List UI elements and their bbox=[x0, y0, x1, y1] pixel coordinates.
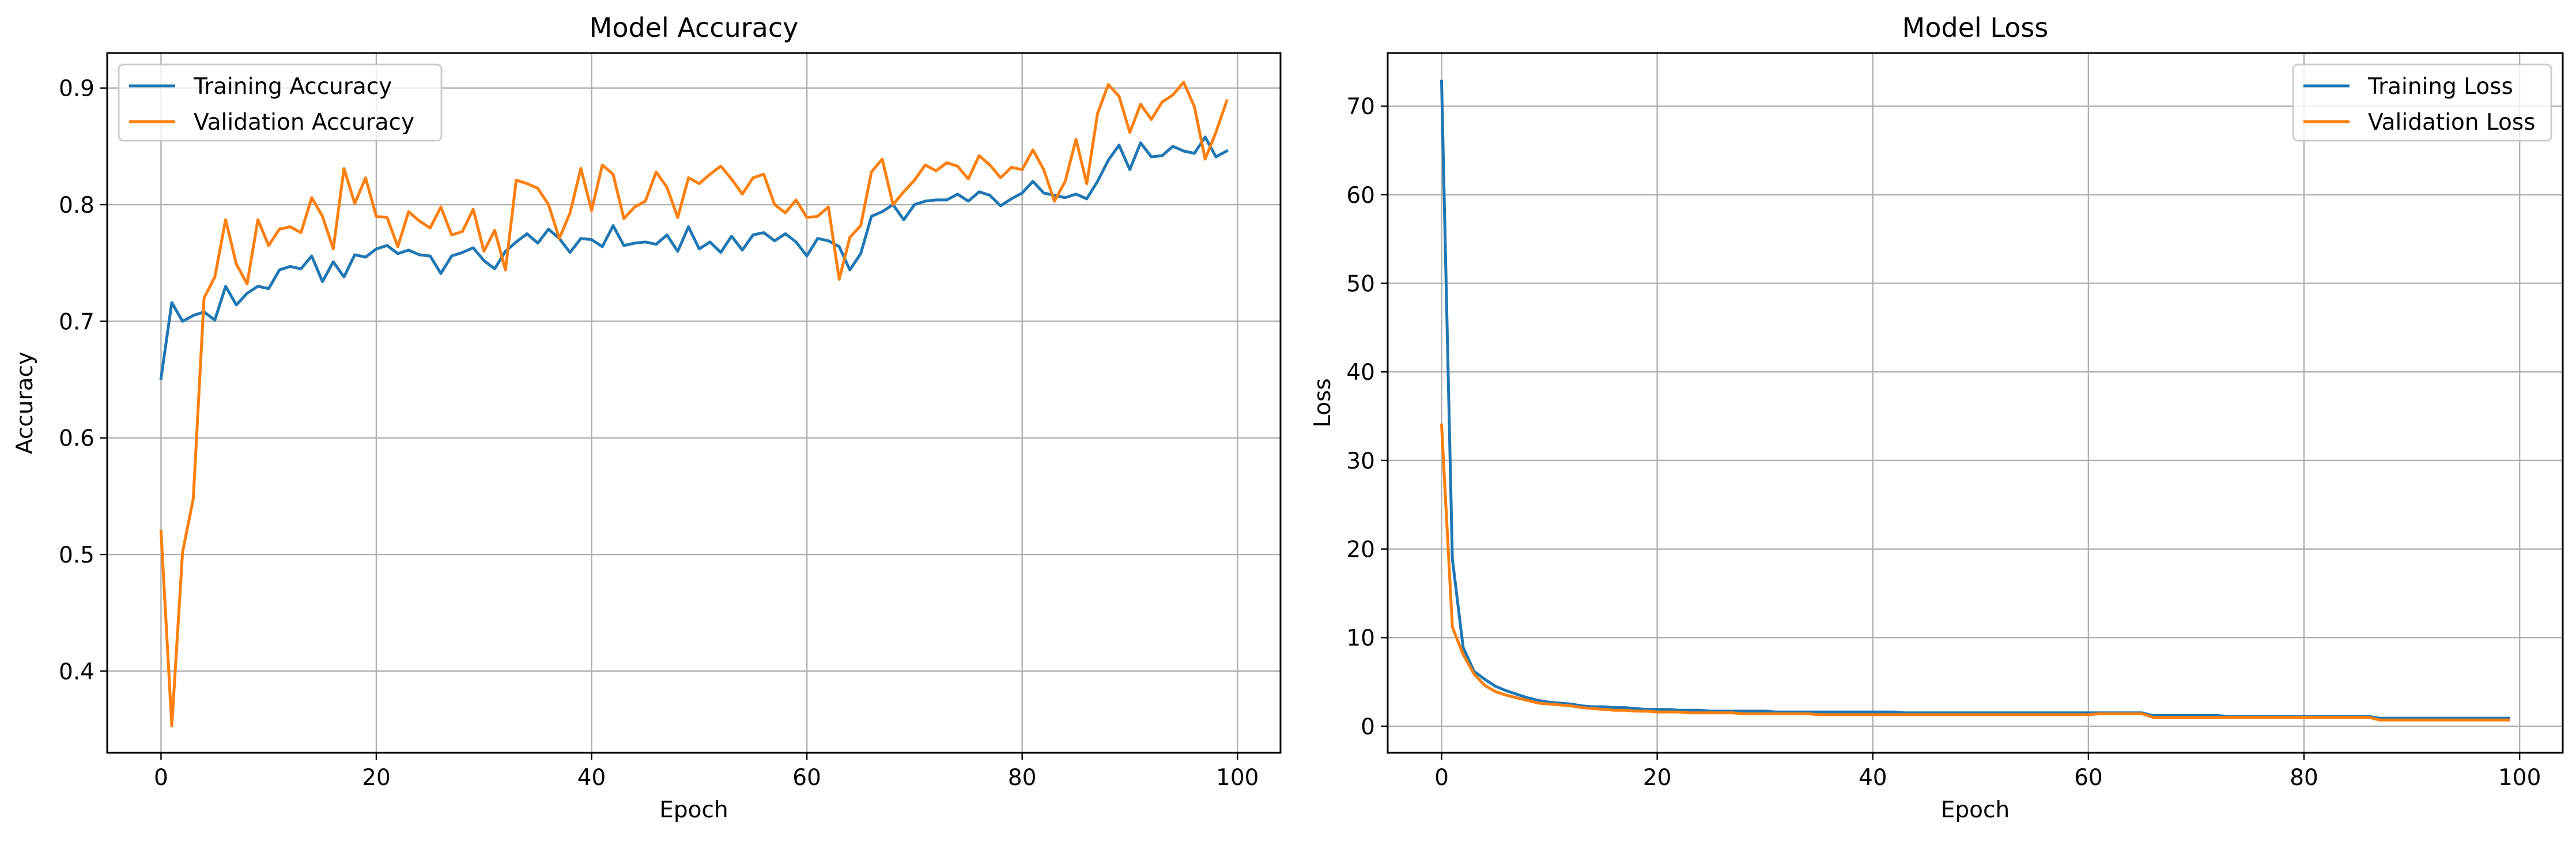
accuracy-series-layer bbox=[159, 81, 1229, 727]
accuracy-series-line-validation bbox=[159, 81, 1229, 727]
accuracy-legend: Training Accuracy Validation Accuracy bbox=[118, 63, 443, 142]
accuracy-chart-title: Model Accuracy bbox=[590, 12, 799, 43]
accuracy-x-tick-label: 60 bbox=[792, 765, 821, 791]
loss-y-tick-label: 20 bbox=[1346, 537, 1375, 563]
loss-x-tick-label: 20 bbox=[1643, 765, 1672, 791]
accuracy-x-tick-label: 0 bbox=[154, 765, 168, 791]
accuracy-legend-box bbox=[118, 63, 443, 142]
loss-panel: 0 20 40 60 80 100 0 10 20 30 40 50 60 70 Model Loss E… bbox=[1310, 12, 2564, 823]
loss-legend-label-validation: Validation Loss bbox=[2368, 110, 2536, 135]
loss-y-tick-label: 0 bbox=[1361, 714, 1375, 740]
accuracy-legend-label-training: Training Accuracy bbox=[193, 74, 392, 100]
accuracy-grid bbox=[107, 53, 1281, 753]
accuracy-legend-label-validation: Validation Accuracy bbox=[194, 110, 414, 135]
accuracy-plot-frame bbox=[106, 52, 1282, 754]
accuracy-y-tick-label: 0.7 bbox=[59, 309, 95, 335]
loss-y-tick-label: 50 bbox=[1346, 271, 1375, 297]
loss-series-line-validation bbox=[1440, 423, 2510, 722]
loss-plot-frame bbox=[1387, 52, 2564, 754]
loss-y-tick-label: 60 bbox=[1346, 183, 1375, 209]
accuracy-x-tick-label: 40 bbox=[577, 765, 606, 791]
accuracy-x-axis-label: Epoch bbox=[659, 797, 728, 823]
accuracy-x-tick-label: 20 bbox=[362, 765, 391, 791]
loss-chart-title: Model Loss bbox=[1902, 12, 2049, 43]
accuracy-y-tick-label: 0.9 bbox=[59, 76, 95, 102]
loss-legend-label-training: Training Loss bbox=[2367, 74, 2513, 100]
loss-series-layer bbox=[1440, 80, 2510, 722]
accuracy-y-tick-label: 0.5 bbox=[59, 542, 95, 568]
accuracy-x-tick-label: 100 bbox=[1216, 765, 1259, 791]
loss-x-tick-label: 100 bbox=[2498, 765, 2541, 791]
accuracy-y-tick-label: 0.8 bbox=[59, 193, 95, 218]
loss-x-tick-label: 0 bbox=[1434, 765, 1449, 791]
accuracy-y-tick-label: 0.4 bbox=[59, 659, 95, 685]
accuracy-y-tick-label: 0.6 bbox=[59, 426, 95, 452]
loss-y-tick-label: 30 bbox=[1346, 448, 1375, 474]
loss-y-tick-label: 10 bbox=[1346, 625, 1375, 651]
loss-legend-box bbox=[2292, 63, 2552, 142]
accuracy-series-line-training bbox=[159, 135, 1229, 380]
loss-x-tick-label: 60 bbox=[2074, 765, 2103, 791]
loss-x-tick-label: 80 bbox=[2290, 765, 2318, 791]
loss-ticks: 0 20 40 60 80 100 0 10 20 30 40 50 60 70 bbox=[1346, 94, 2541, 791]
loss-x-tick-label: 40 bbox=[1859, 765, 1887, 791]
loss-legend: Training Loss Validation Loss bbox=[2292, 63, 2552, 142]
loss-y-tick-label: 40 bbox=[1346, 360, 1375, 386]
loss-grid bbox=[1388, 53, 2563, 753]
accuracy-x-tick-label: 80 bbox=[1008, 765, 1037, 791]
accuracy-panel: 0 20 40 60 80 100 0.4 0.5 0.6 0.7 0.8 0.9 Model Acc… bbox=[12, 12, 1282, 823]
loss-y-axis-label: Loss bbox=[1310, 378, 1336, 428]
accuracy-ticks: 0 20 40 60 80 100 0.4 0.5 0.6 0.7 0.8 0.9 bbox=[59, 76, 1259, 791]
loss-x-axis-label: Epoch bbox=[1941, 797, 2010, 823]
accuracy-y-axis-label: Accuracy bbox=[12, 352, 38, 454]
loss-y-tick-label: 70 bbox=[1346, 94, 1375, 120]
